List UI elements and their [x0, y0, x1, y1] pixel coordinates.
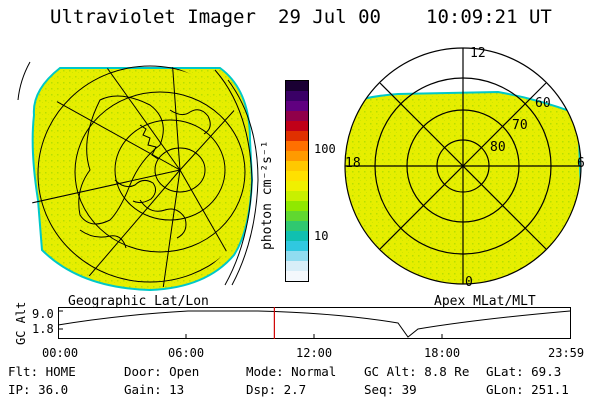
colorbar-tick-100: 100: [314, 142, 336, 156]
altitude-tick-1-8: 1.8: [32, 322, 54, 336]
colorbar-segment: [286, 211, 308, 221]
right-panel-caption: Apex MLat/MLT: [434, 294, 536, 309]
colorbar-segment: [286, 221, 308, 231]
dsp-value: Dsp: 2.7: [246, 382, 307, 397]
gc-altitude-value: GC Alt: 8.8 Re: [364, 364, 470, 379]
colorbar-segment: [286, 121, 308, 131]
mlt-label-12: 12: [470, 46, 486, 61]
left-panel-caption: Geographic Lat/Lon: [68, 294, 209, 309]
colorbar-segment: [286, 171, 308, 181]
mlat-label-70: 70: [512, 118, 528, 133]
geographic-latitude: GLat: 69.3: [486, 364, 562, 379]
colorbar-segment: [286, 261, 308, 271]
altitude-plot: [57, 307, 571, 339]
time-tick-1200: 12:00: [296, 346, 333, 360]
time-tick-0000: 00:00: [42, 346, 79, 360]
colorbar-segment: [286, 141, 308, 151]
observation-date: 29 Jul 00: [278, 6, 381, 28]
colorbar-segment: [286, 81, 308, 91]
colorbar-segment: [286, 181, 308, 191]
colorbar-segment: [286, 271, 308, 281]
colorbar-segment: [286, 201, 308, 211]
mlat-label-60: 60: [535, 96, 551, 111]
colorbar-segment: [286, 91, 308, 101]
mlt-label-0: 0: [465, 275, 473, 290]
sequence-value: Seq: 39: [364, 382, 417, 397]
time-tick-2359: 23:59: [548, 346, 585, 360]
colorbar-segment: [286, 231, 308, 241]
gain-value: Gain: 13: [124, 382, 185, 397]
altitude-tick-9: 9.0: [32, 307, 54, 321]
mode-status: Mode: Normal: [246, 364, 337, 379]
colorbar-segment: [286, 161, 308, 171]
ip-value: IP: 36.0: [8, 382, 69, 397]
colorbar-segment: [286, 101, 308, 111]
instrument-title: Ultraviolet Imager: [50, 6, 256, 28]
apex-polar-image: [344, 47, 582, 285]
mlt-label-6: 6: [577, 156, 585, 171]
colorbar-unit-label: photon cm⁻²s⁻¹: [260, 140, 275, 250]
flight-status: Flt: HOME: [8, 364, 76, 379]
colorbar-segment: [286, 111, 308, 121]
colorbar-tick-10: 10: [314, 229, 329, 243]
mlat-label-80: 80: [490, 140, 506, 155]
mlt-label-18: 18: [345, 156, 361, 171]
colorbar: [285, 80, 309, 282]
geographic-longitude: GLon: 251.1: [486, 382, 569, 397]
time-tick-0600: 06:00: [168, 346, 205, 360]
colorbar-segment: [286, 191, 308, 201]
altitude-axis-label: GC Alt: [14, 301, 28, 345]
time-tick-1800: 18:00: [424, 346, 461, 360]
colorbar-segment: [286, 151, 308, 161]
colorbar-segment: [286, 251, 308, 261]
geographic-globe-image: [17, 61, 259, 292]
colorbar-segment: [286, 241, 308, 251]
door-status: Door: Open: [124, 364, 200, 379]
observation-time: 10:09:21 UT: [426, 6, 552, 28]
colorbar-segment: [286, 131, 308, 141]
